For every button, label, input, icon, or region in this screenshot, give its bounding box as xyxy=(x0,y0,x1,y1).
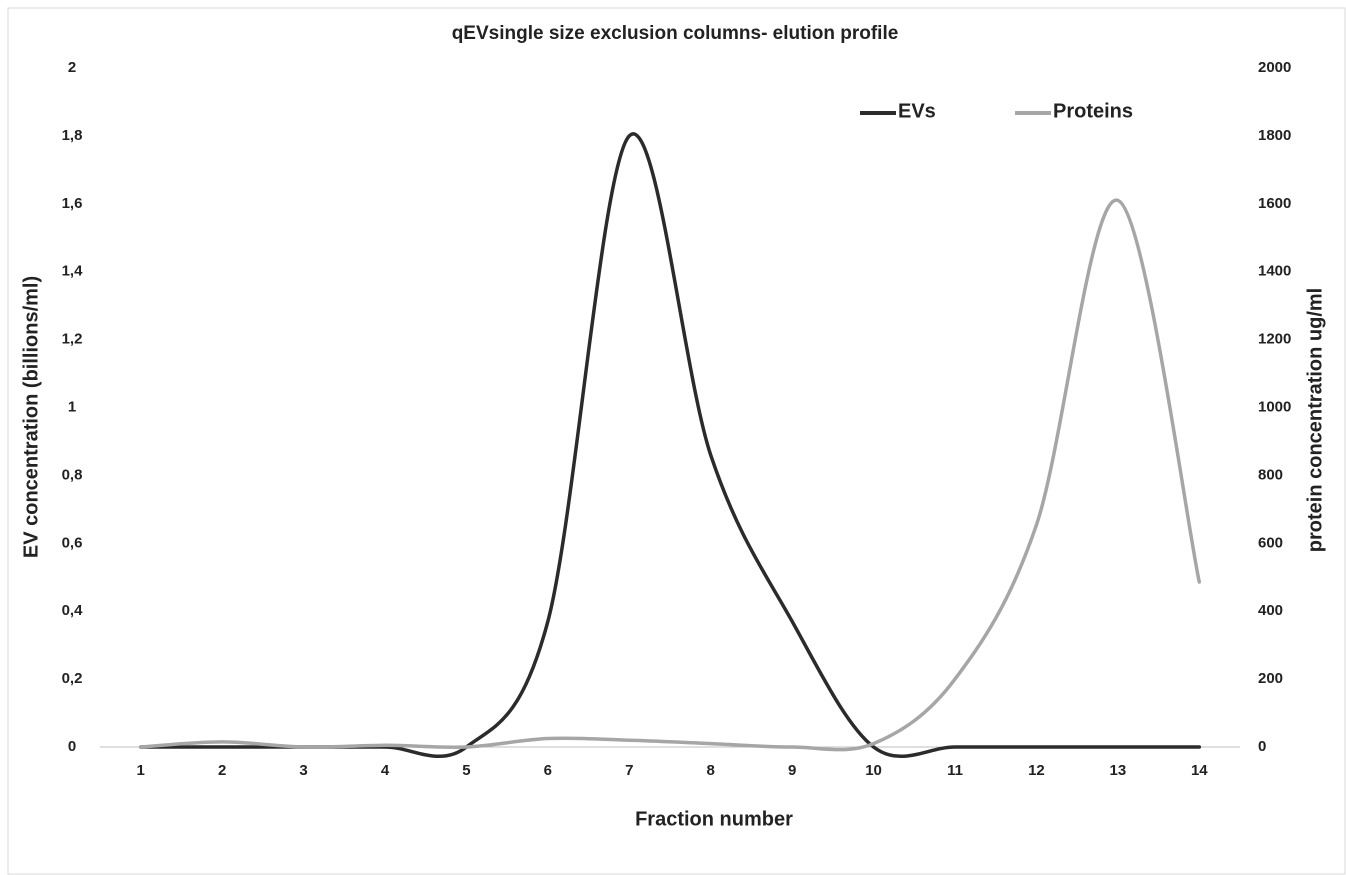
y-tick-label: 0,8 xyxy=(62,466,83,483)
x-tick-label: 7 xyxy=(625,762,633,779)
x-tick-label: 11 xyxy=(947,762,963,779)
y-tick-label: 1,8 xyxy=(62,127,83,144)
x-tick-label: 5 xyxy=(462,762,470,779)
y2-tick-label: 1600 xyxy=(1258,195,1291,212)
y-axis-title: EV concentration (billions/ml) xyxy=(20,276,42,558)
x-tick-label: 13 xyxy=(1110,762,1127,779)
x-tick-label: 2 xyxy=(218,762,226,779)
x-tick-label: 12 xyxy=(1028,762,1045,779)
y2-tick-label: 1000 xyxy=(1258,398,1291,415)
x-tick-label: 4 xyxy=(381,762,390,779)
y-tick-label: 0,4 xyxy=(62,602,84,619)
y-tick-label: 1 xyxy=(68,398,76,415)
x-tick-label: 14 xyxy=(1191,762,1208,779)
data-line xyxy=(138,198,1202,752)
x-tick-label: 10 xyxy=(865,762,882,779)
y2-tick-label: 600 xyxy=(1258,534,1283,551)
y-tick-label: 2 xyxy=(68,59,76,76)
y2-tick-label: 1800 xyxy=(1258,127,1291,144)
y2-tick-label: 0 xyxy=(1258,738,1266,755)
y2-tick-label: 2000 xyxy=(1258,59,1291,76)
chart-frame xyxy=(7,7,1346,875)
x-tick-label: 1 xyxy=(137,762,145,779)
y2-tick-label: 400 xyxy=(1258,602,1283,619)
x-axis-title: Fraction number xyxy=(635,808,793,830)
x-tick-label: 8 xyxy=(707,762,715,779)
y-tick-label: 0,6 xyxy=(62,534,83,551)
legend-label: Proteins xyxy=(1053,100,1133,122)
y2-tick-label: 1200 xyxy=(1258,331,1291,348)
y-tick-label: 0 xyxy=(68,738,76,755)
legend-label: EVs xyxy=(898,100,936,122)
x-tick-label: 9 xyxy=(788,762,796,779)
x-tick-label: 6 xyxy=(544,762,552,779)
y-tick-label: 1,6 xyxy=(62,195,83,212)
y2-tick-label: 1400 xyxy=(1258,263,1291,280)
y2-axis-title: protein concentration ug/ml xyxy=(1304,288,1326,552)
y-tick-label: 1,4 xyxy=(62,263,84,280)
x-tick-label: 3 xyxy=(299,762,307,779)
y2-tick-label: 800 xyxy=(1258,466,1283,483)
y-tick-label: 0,2 xyxy=(62,670,83,687)
y-tick-label: 1,2 xyxy=(62,331,83,348)
chart-title: qEVsingle size exclusion columns- elutio… xyxy=(452,23,899,44)
y2-tick-label: 200 xyxy=(1258,670,1283,687)
